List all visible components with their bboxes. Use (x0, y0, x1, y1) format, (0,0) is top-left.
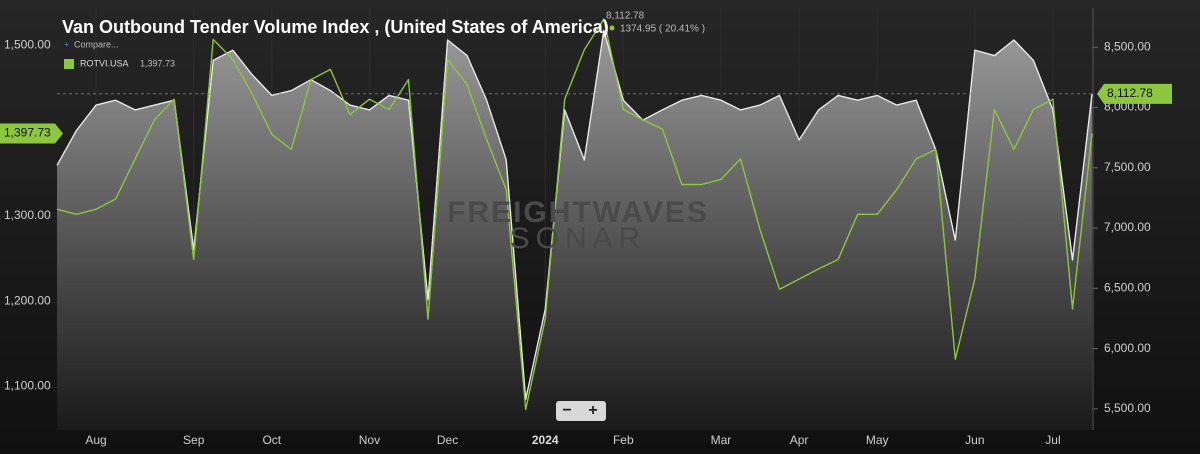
series-line (56, 29, 1093, 400)
x-tick-label: Sep (183, 433, 205, 447)
tooltip-change: 1374.95 ( 20.41% ) (620, 24, 705, 35)
x-tick-label: Mar (711, 433, 732, 447)
current-label: 8,112.78 (1107, 86, 1153, 100)
compare-icon[interactable]: + (64, 39, 69, 49)
y2-tick-label: 7,500.00 (1104, 160, 1151, 174)
current-marker (1097, 83, 1172, 104)
zoom-in[interactable]: + (588, 402, 597, 419)
legend-swatch (64, 59, 74, 69)
x-tick-label: Nov (359, 433, 380, 447)
tooltip-dot (609, 25, 615, 31)
x-tick-label: Oct (262, 433, 281, 447)
tooltip-value: 8,112.78 (606, 11, 645, 22)
legend-value: 1,397.73 (140, 58, 175, 68)
plot-area (0, 8, 1098, 431)
x-tick-label: Aug (85, 433, 106, 447)
chart-title: Van Outbound Tender Volume Index , (Unit… (62, 17, 609, 37)
compare-link[interactable]: Compare... (74, 39, 119, 49)
legend-label: ROTVI.USA (80, 58, 129, 68)
y2-tick-label: 7,000.00 (1104, 220, 1151, 234)
x-tick-label: Jun (965, 433, 984, 447)
y-tick-label: 1,500.00 (4, 38, 51, 52)
watermark: SONAR (510, 222, 647, 255)
y2-tick-label: 6,000.00 (1104, 341, 1151, 355)
x-tick-label: 2024 (532, 433, 559, 447)
overlay: Aug Sep Oct Nov Dec 2024 Feb Mar Apr May Jun Jul 1,1… (0, 38, 1172, 447)
zoom-out[interactable]: − (562, 402, 571, 419)
x-tick-label: Apr (790, 433, 809, 447)
current-marker (0, 123, 63, 144)
x-tick-label: Jul (1045, 433, 1060, 447)
y-tick-label: 1,200.00 (4, 293, 51, 307)
y2-tick-label: 6,500.00 (1104, 281, 1151, 295)
series-line (56, 18, 1093, 411)
x-tick-label: Dec (437, 433, 458, 447)
x-tick-label: May (866, 433, 889, 447)
y-tick-label: 1,100.00 (4, 379, 51, 393)
y2-tick-label: 8,500.00 (1104, 39, 1151, 53)
area-fill (57, 30, 1092, 431)
zoom-control (556, 401, 606, 421)
watermark: FREIGHTWAVES (447, 196, 709, 229)
y-tick-label: 1,300.00 (4, 208, 51, 222)
x-tick-label: Feb (613, 433, 634, 447)
y2-tick-label: 5,500.00 (1104, 401, 1151, 415)
current-label: 1,397.73 (4, 126, 51, 140)
